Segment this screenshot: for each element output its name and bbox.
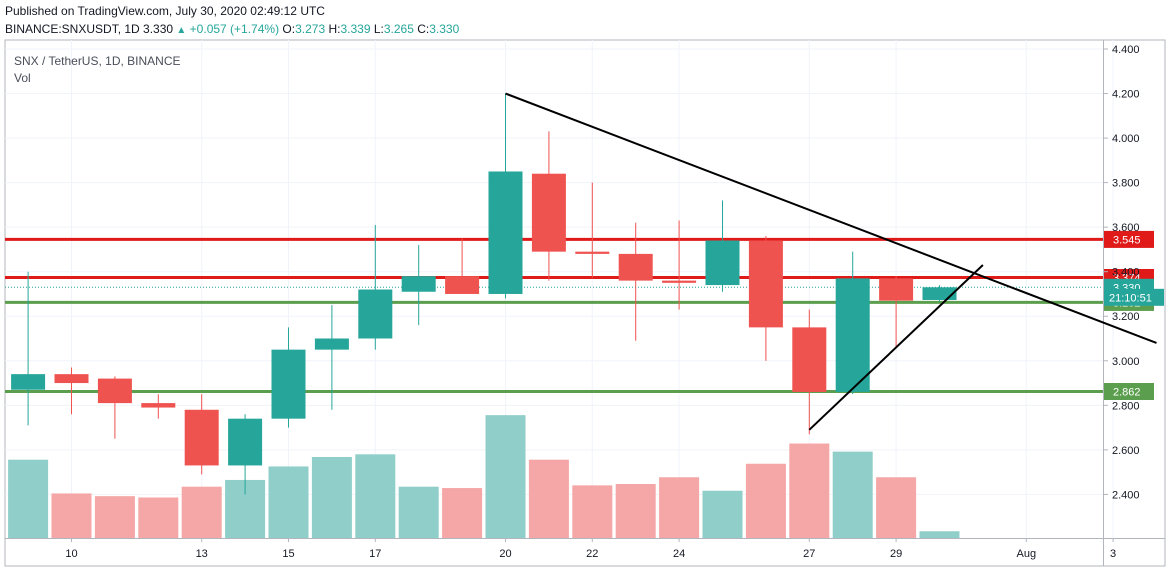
- x-axis-tick-label: 10: [65, 548, 77, 560]
- volume-bar: [789, 443, 830, 538]
- y-axis-tick-label: 3.000: [1112, 356, 1140, 368]
- candle-body: [835, 278, 870, 392]
- high-value: 3.339: [340, 22, 371, 36]
- x-axis-tick-label: 22: [586, 548, 598, 560]
- volume-bar: [745, 463, 786, 538]
- candle-body: [11, 374, 46, 390]
- close-value: 3.330: [429, 22, 460, 36]
- x-axis-tick-label: 13: [196, 548, 208, 560]
- y-axis-tick-label: 4.400: [1112, 44, 1140, 56]
- volume-bar: [181, 486, 222, 538]
- x-axis-tick-label: Aug: [1017, 548, 1037, 560]
- x-axis-tick-label: 29: [890, 548, 902, 560]
- up-triangle-icon: ▲: [176, 25, 187, 36]
- x-axis-tick-label: 15: [282, 548, 294, 560]
- trendline: [505, 92, 1157, 344]
- y-axis-tick-label: 2.800: [1112, 400, 1140, 412]
- published-note: Published on TradingView.com, July 30, 2…: [5, 4, 325, 18]
- candle-body: [184, 409, 219, 466]
- x-axis-tick-label: 24: [673, 548, 685, 560]
- candle-body: [488, 171, 523, 294]
- volume-bar: [702, 490, 743, 538]
- candle-body: [662, 280, 697, 283]
- candle-body: [748, 240, 783, 328]
- high-label: H:: [328, 22, 341, 36]
- candle-body: [575, 251, 610, 254]
- candle-body: [358, 289, 393, 339]
- candle-body: [97, 378, 132, 404]
- volume-bar: [311, 457, 352, 538]
- volume-bar: [615, 484, 656, 538]
- x-axis-tick-label: 27: [803, 548, 815, 560]
- volume-bar: [138, 497, 179, 538]
- chart-title: SNX / TetherUS, 1D, BINANCE: [14, 54, 181, 68]
- volume-bar: [268, 466, 309, 538]
- volume-bar: [528, 459, 569, 538]
- y-axis-tick-label: 4.200: [1112, 89, 1140, 101]
- x-axis-tick-label: 20: [499, 548, 511, 560]
- candle-body: [228, 418, 263, 466]
- volume-bar: [51, 493, 92, 538]
- x-axis-tick-label: 3: [1110, 548, 1116, 560]
- y-axis-tick-label: 2.600: [1112, 445, 1140, 457]
- y-axis-tick-label: 4.000: [1112, 133, 1140, 145]
- volume-bar: [919, 531, 960, 538]
- candle-body: [445, 276, 480, 294]
- volume-bar: [94, 496, 135, 538]
- volume-bar: [832, 451, 873, 538]
- candle-body: [271, 349, 306, 419]
- symbol-label: BINANCE:SNXUSDT, 1D: [5, 22, 140, 36]
- countdown-label: 21:10:51: [1109, 292, 1152, 304]
- trendline: [808, 264, 984, 431]
- candle-body: [531, 173, 566, 252]
- y-axis-tick-label: 3.800: [1112, 178, 1140, 190]
- volume-bar: [442, 488, 483, 538]
- volume-bar: [355, 454, 396, 538]
- low-label: L:: [373, 22, 384, 36]
- candle-body: [54, 374, 89, 384]
- level-price-tag: [1104, 383, 1154, 401]
- volume-bar: [876, 477, 917, 538]
- close-label: C:: [417, 22, 430, 36]
- y-axis-tick-label: 2.400: [1112, 489, 1140, 501]
- candle-body: [314, 338, 349, 350]
- last-price: 3.330: [143, 22, 174, 36]
- level-price-tag: [1104, 230, 1154, 248]
- volume-legend: Vol: [14, 71, 31, 85]
- y-axis-tick-label: 3.600: [1112, 222, 1140, 234]
- volume-bar: [659, 477, 700, 538]
- level-price-label: 2.862: [1113, 387, 1141, 399]
- y-axis-tick-label: 3.400: [1112, 267, 1140, 279]
- change-value: +0.057 (+1.74%): [189, 22, 280, 36]
- open-value: 3.273: [295, 22, 326, 36]
- ohlc-bar: BINANCE:SNXUSDT, 1D 3.330 ▲ +0.057 (+1.7…: [5, 22, 459, 36]
- candle-body: [618, 253, 653, 281]
- countdown-tag: [1104, 288, 1164, 306]
- volume-bar: [8, 459, 49, 538]
- candle-body: [705, 240, 740, 286]
- open-label: O:: [282, 22, 296, 36]
- candle-body: [141, 403, 176, 408]
- candle-body: [879, 278, 914, 301]
- candle-body: [792, 327, 827, 392]
- y-axis-tick-label: 3.200: [1112, 311, 1140, 323]
- volume-bar: [485, 415, 526, 538]
- candle-body: [401, 276, 436, 292]
- x-axis-tick-label: 17: [369, 548, 381, 560]
- level-price-label: 3.545: [1113, 234, 1141, 246]
- volume-bar: [398, 486, 439, 538]
- volume-bar: [572, 485, 613, 538]
- low-value: 3.265: [383, 22, 414, 36]
